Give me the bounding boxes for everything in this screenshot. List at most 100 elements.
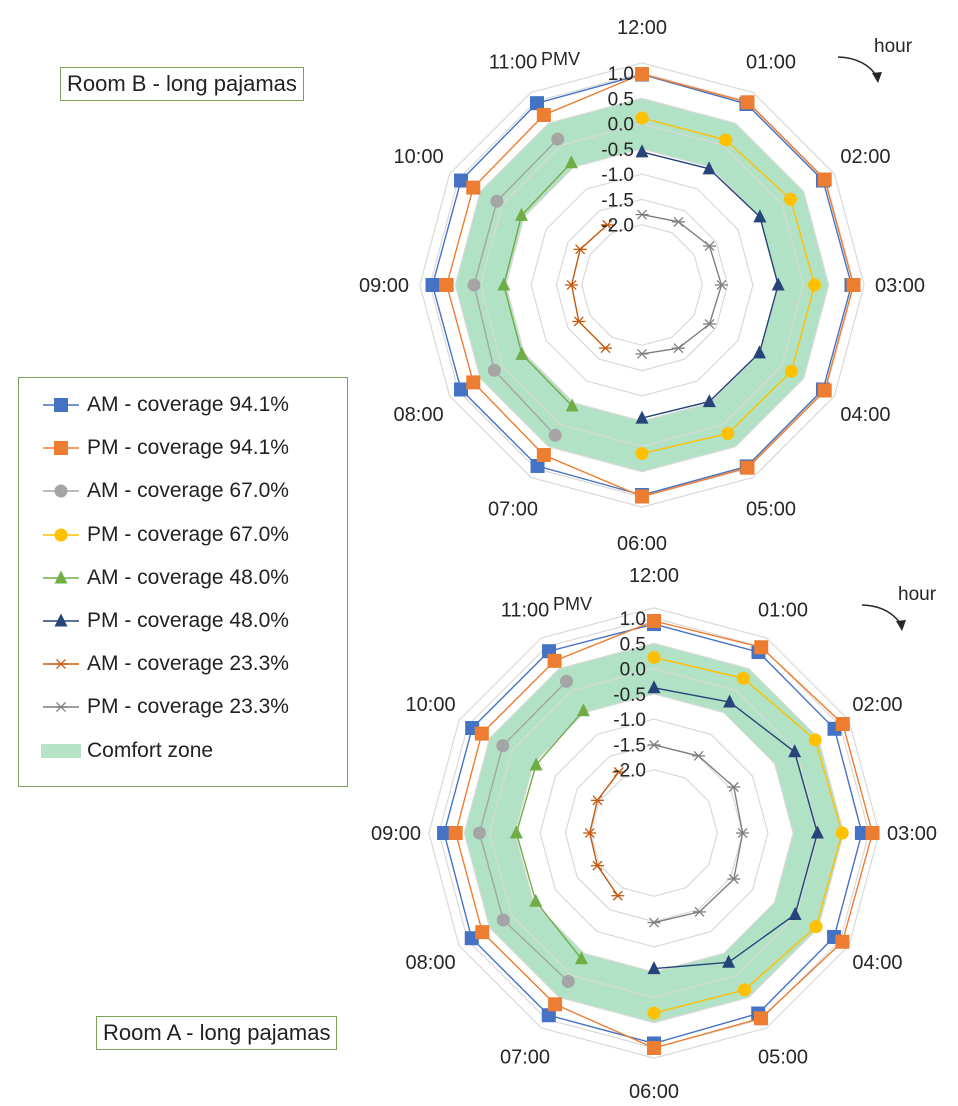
data-point — [497, 277, 511, 291]
data-point — [635, 67, 649, 82]
data-point — [565, 279, 579, 291]
data-point — [466, 375, 481, 390]
data-point — [576, 703, 590, 717]
data-point — [572, 316, 586, 327]
category-label: 11:00 — [501, 600, 550, 622]
data-point — [788, 906, 802, 920]
legend-swatch-star — [43, 702, 79, 713]
data-point — [808, 278, 822, 292]
series-2 — [448, 614, 880, 1055]
data-point — [559, 674, 573, 688]
data-point — [723, 694, 737, 708]
data-point — [810, 825, 824, 839]
data-point — [496, 739, 510, 753]
data-point — [753, 209, 767, 223]
category-label: 10:00 — [394, 146, 444, 168]
category-label: 07:00 — [488, 498, 538, 520]
data-point — [635, 111, 649, 125]
data-point — [635, 410, 649, 424]
data-point — [635, 447, 649, 461]
data-point — [715, 279, 729, 291]
radial-tick-label: -1.5 — [613, 735, 646, 756]
legend-label: PM - coverage 48.0% — [87, 609, 289, 632]
data-point — [635, 348, 649, 359]
data-point — [548, 997, 563, 1012]
category-label: 03:00 — [875, 275, 925, 297]
data-point — [536, 448, 551, 463]
data-point — [599, 343, 613, 354]
legend-label: PM - coverage 94.1% — [87, 436, 289, 460]
data-point — [583, 827, 597, 839]
data-point — [727, 874, 741, 885]
data-point — [693, 906, 707, 917]
legend-swatch-star — [43, 659, 79, 670]
data-point — [671, 343, 685, 354]
radial-tick-label: 1.0 — [620, 609, 646, 630]
data-point — [647, 961, 661, 975]
data-point — [514, 207, 528, 221]
legend-marker — [54, 528, 68, 542]
data-point — [496, 913, 510, 927]
grid-ring — [454, 97, 830, 473]
category-label: 05:00 — [746, 498, 796, 520]
data-point — [753, 1011, 768, 1026]
data-point — [817, 383, 832, 398]
legend-marker — [54, 659, 68, 670]
data-point — [702, 394, 716, 408]
data-point — [635, 209, 649, 220]
category-label: 08:00 — [406, 952, 456, 974]
data-point — [721, 427, 735, 441]
data-point — [784, 192, 798, 206]
data-point — [784, 364, 798, 378]
data-point — [590, 860, 604, 871]
data-point — [647, 1041, 661, 1055]
data-point — [530, 96, 545, 111]
data-point — [487, 363, 501, 377]
data-point — [547, 653, 562, 668]
category-label: 02:00 — [840, 146, 890, 168]
data-point — [565, 398, 579, 412]
radial-tick-label: -1.0 — [601, 165, 634, 186]
data-point — [808, 733, 822, 747]
legend-label: PM - coverage 67.0% — [87, 522, 289, 546]
category-label: 11:00 — [489, 52, 538, 74]
data-point — [788, 744, 802, 758]
data-point — [600, 219, 614, 230]
radial-tick-label: 1.0 — [608, 64, 634, 85]
legend-swatch-circle — [43, 528, 79, 542]
category-label: 01:00 — [758, 600, 808, 622]
legend-marker — [54, 398, 68, 412]
series-4 — [647, 650, 849, 1020]
legend-item: AM - coverage 94.1% — [41, 390, 289, 420]
legend-item: AM - coverage 67.0% — [41, 476, 289, 506]
data-point — [425, 278, 440, 292]
data-point — [612, 767, 626, 778]
data-point — [472, 826, 486, 840]
legend-item: AM - coverage 48.0% — [41, 563, 289, 593]
data-point — [647, 739, 661, 750]
legend-item: PM - coverage 67.0% — [41, 520, 289, 550]
legend-marker — [54, 702, 68, 713]
data-point — [474, 726, 489, 741]
series-8 — [635, 209, 729, 359]
grid-ring — [419, 62, 865, 508]
legend-label: AM - coverage 23.3% — [87, 652, 289, 676]
radial-tick-label: 0.5 — [620, 634, 646, 655]
legend-swatch-circle — [43, 484, 79, 498]
category-label: 12:00 — [629, 565, 679, 587]
data-point — [611, 890, 625, 901]
series-7 — [583, 767, 626, 901]
direction-label: hour — [898, 584, 937, 605]
chart-title-room-a: Room A - long pajamas — [96, 1016, 338, 1050]
data-point — [454, 173, 469, 188]
legend-label: AM - coverage 67.0% — [87, 479, 289, 503]
data-point — [574, 951, 588, 965]
legend-marker — [54, 484, 68, 498]
radial-tick-label: -0.5 — [601, 140, 634, 161]
category-label: 01:00 — [746, 52, 796, 74]
data-point — [647, 1006, 661, 1020]
radial-tick-label: 0.5 — [608, 89, 634, 110]
grid-ring — [539, 718, 769, 948]
data-point — [771, 277, 785, 291]
